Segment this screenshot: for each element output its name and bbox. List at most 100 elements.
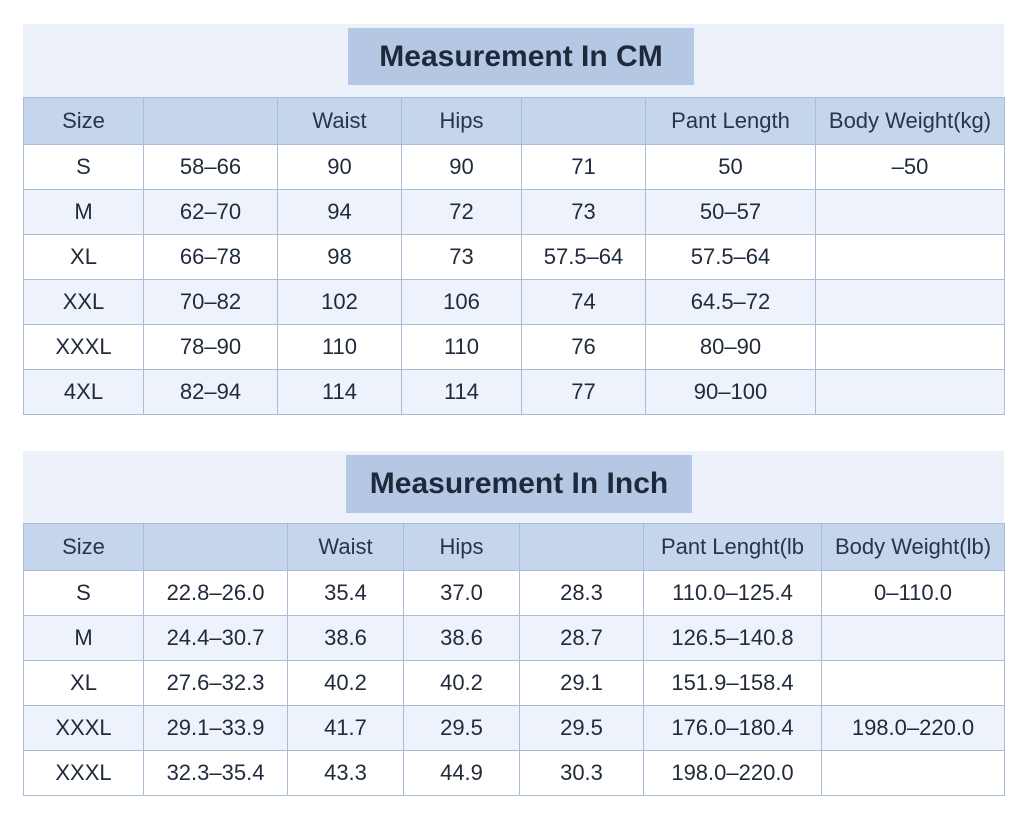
inch-title-band: Measurement In Inch <box>23 451 1004 524</box>
cm-header-row: Size Waist Hips Pant Length Body Weight(… <box>23 97 1005 145</box>
table-cell: 41.7 <box>287 705 404 751</box>
table-cell: 102 <box>277 279 402 325</box>
table-row: XXXL 29.1–33.9 41.7 29.5 29.5 176.0–180.… <box>23 705 1005 751</box>
table-cell: XXL <box>23 279 144 325</box>
table-cell <box>815 189 1005 235</box>
table-cell: 73 <box>521 189 646 235</box>
table-cell: 90–100 <box>645 369 816 415</box>
table-cell: XL <box>23 660 144 706</box>
table-cell: 110 <box>401 324 522 370</box>
table-row: XL 66–78 98 73 57.5–64 57.5–64 <box>23 234 1005 280</box>
table-cell: 43.3 <box>287 750 404 796</box>
table-cell: 70–82 <box>143 279 278 325</box>
table-cell: M <box>23 189 144 235</box>
table-cell: 110 <box>277 324 402 370</box>
table-cell: 40.2 <box>403 660 520 706</box>
table-cell: XXXL <box>23 750 144 796</box>
table-cell: S <box>23 144 144 190</box>
table-cell: 198.0–220.0 <box>821 705 1005 751</box>
table-cell: S <box>23 570 144 616</box>
table-cell: 114 <box>401 369 522 415</box>
table-cell: 76 <box>521 324 646 370</box>
inch-header-cell: Size <box>23 523 144 571</box>
table-cell: 29.1 <box>519 660 644 706</box>
table-cell <box>821 750 1005 796</box>
table-cell: –50 <box>815 144 1005 190</box>
table-cell: 126.5–140.8 <box>643 615 822 661</box>
cm-header-cell: Size <box>23 97 144 145</box>
table-cell: 28.3 <box>519 570 644 616</box>
table-cell: 58–66 <box>143 144 278 190</box>
table-cell: 24.4–30.7 <box>143 615 288 661</box>
inch-section: Measurement In Inch Size Waist Hips Pant… <box>23 451 1005 797</box>
table-cell: 71 <box>521 144 646 190</box>
table-cell: 90 <box>401 144 522 190</box>
table-cell: 4XL <box>23 369 144 415</box>
table-cell: 74 <box>521 279 646 325</box>
inch-header-cell <box>143 523 288 571</box>
table-cell: 37.0 <box>403 570 520 616</box>
table-cell <box>821 660 1005 706</box>
table-cell: 78–90 <box>143 324 278 370</box>
table-cell: 57.5–64 <box>521 234 646 280</box>
table-cell: 114 <box>277 369 402 415</box>
table-cell: 66–78 <box>143 234 278 280</box>
table-cell: 110.0–125.4 <box>643 570 822 616</box>
inch-header-cell: Waist <box>287 523 404 571</box>
table-row: M 62–70 94 72 73 50–57 <box>23 189 1005 235</box>
table-cell: 73 <box>401 234 522 280</box>
table-cell: 50–57 <box>645 189 816 235</box>
table-cell: 27.6–32.3 <box>143 660 288 706</box>
table-cell: 29.5 <box>519 705 644 751</box>
table-cell: 29.5 <box>403 705 520 751</box>
table-cell: 106 <box>401 279 522 325</box>
table-cell: XL <box>23 234 144 280</box>
inch-size-table: Size Waist Hips Pant Lenght(lb Body Weig… <box>23 523 1005 796</box>
table-cell: 90 <box>277 144 402 190</box>
table-cell: 82–94 <box>143 369 278 415</box>
table-cell: XXXL <box>23 705 144 751</box>
table-cell: 94 <box>277 189 402 235</box>
inch-header-cell: Pant Lenght(lb <box>643 523 822 571</box>
cm-size-table: Size Waist Hips Pant Length Body Weight(… <box>23 97 1005 415</box>
table-cell <box>821 615 1005 661</box>
cm-title-band: Measurement In CM <box>23 24 1004 98</box>
table-cell <box>815 234 1005 280</box>
table-cell: 77 <box>521 369 646 415</box>
table-cell <box>815 279 1005 325</box>
table-cell: 40.2 <box>287 660 404 706</box>
table-row: XL 27.6–32.3 40.2 40.2 29.1 151.9–158.4 <box>23 660 1005 706</box>
table-cell <box>815 324 1005 370</box>
table-cell: 64.5–72 <box>645 279 816 325</box>
table-cell <box>815 369 1005 415</box>
table-cell: 50 <box>645 144 816 190</box>
table-cell: 35.4 <box>287 570 404 616</box>
table-cell: XXXL <box>23 324 144 370</box>
table-cell: 176.0–180.4 <box>643 705 822 751</box>
table-row: 4XL 82–94 114 114 77 90–100 <box>23 369 1005 415</box>
table-cell: 62–70 <box>143 189 278 235</box>
table-cell: 0–110.0 <box>821 570 1005 616</box>
cm-header-cell <box>143 97 278 145</box>
table-cell: 151.9–158.4 <box>643 660 822 706</box>
inch-title: Measurement In Inch <box>346 455 692 513</box>
cm-header-cell: Pant Length <box>645 97 816 145</box>
table-row: S 58–66 90 90 71 50 –50 <box>23 144 1005 190</box>
inch-header-cell <box>519 523 644 571</box>
table-cell: 72 <box>401 189 522 235</box>
cm-header-cell: Body Weight(kg) <box>815 97 1005 145</box>
table-cell: 38.6 <box>287 615 404 661</box>
table-cell: 98 <box>277 234 402 280</box>
table-row: M 24.4–30.7 38.6 38.6 28.7 126.5–140.8 <box>23 615 1005 661</box>
table-cell: 22.8–26.0 <box>143 570 288 616</box>
table-row: XXXL 32.3–35.4 43.3 44.9 30.3 198.0–220.… <box>23 750 1005 796</box>
inch-header-row: Size Waist Hips Pant Lenght(lb Body Weig… <box>23 523 1005 571</box>
table-cell: 32.3–35.4 <box>143 750 288 796</box>
table-row: S 22.8–26.0 35.4 37.0 28.3 110.0–125.4 0… <box>23 570 1005 616</box>
table-cell: 57.5–64 <box>645 234 816 280</box>
table-cell: 28.7 <box>519 615 644 661</box>
table-row: XXL 70–82 102 106 74 64.5–72 <box>23 279 1005 325</box>
table-cell: 29.1–33.9 <box>143 705 288 751</box>
cm-header-cell: Waist <box>277 97 402 145</box>
cm-header-cell: Hips <box>401 97 522 145</box>
